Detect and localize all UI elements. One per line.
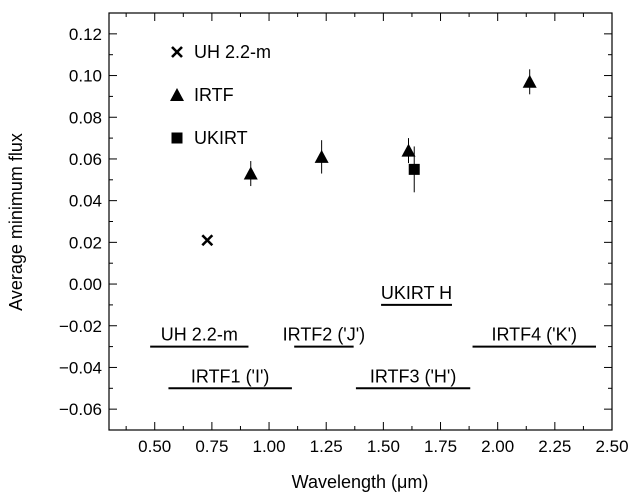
legend: UH 2.2-m IRTF UKIRT bbox=[170, 42, 271, 148]
cross-stroke bbox=[171, 46, 183, 58]
legend-label: IRTF bbox=[194, 85, 234, 105]
cross-stroke bbox=[201, 234, 214, 247]
y-tick-label: 0.00 bbox=[69, 275, 102, 294]
axis-ticks: 0.50 0.75 1.00 1.25 1.50 1.75 2.00 2.25 2.50 −0.0… bbox=[59, 13, 629, 456]
filter-band-label: IRTF4 ('K') bbox=[491, 325, 577, 345]
x-axis-title: Wavelength (μm) bbox=[292, 472, 429, 492]
y-tick-label: 0.12 bbox=[69, 25, 102, 44]
y-tick-label: 0.04 bbox=[69, 192, 102, 211]
y-tick-label: 0.08 bbox=[69, 108, 102, 127]
data-point-triangle bbox=[522, 74, 537, 88]
legend-label: UKIRT bbox=[194, 128, 248, 148]
y-tick-label: 0.02 bbox=[69, 233, 102, 252]
y-tick-label: −0.04 bbox=[59, 358, 102, 377]
y-tick-label: −0.02 bbox=[59, 317, 102, 336]
x-tick-label: 2.00 bbox=[481, 437, 514, 456]
x-tick-label: 0.75 bbox=[195, 437, 228, 456]
y-tick-label: 0.06 bbox=[69, 150, 102, 169]
y-tick-label: 0.10 bbox=[69, 67, 102, 86]
data-point-triangle bbox=[401, 143, 416, 157]
filter-bands: UH 2.2-m IRTF1 ('I') IRTF2 ('J') IRTF3 ('H'… bbox=[150, 283, 596, 390]
y-axis-title: Average minimum flux bbox=[6, 133, 26, 311]
legend-marker-cross bbox=[171, 46, 183, 58]
filter-band-label: UH 2.2-m bbox=[161, 325, 238, 345]
data-point-cross bbox=[201, 234, 214, 247]
filter-band-label: IRTF2 ('J') bbox=[283, 325, 366, 345]
legend-marker-square bbox=[171, 132, 183, 144]
data-point-triangle bbox=[243, 166, 258, 180]
x-tick-label: 1.75 bbox=[424, 437, 457, 456]
data-points bbox=[201, 69, 537, 247]
data-point-square bbox=[408, 163, 420, 175]
filter-band-label: IRTF1 ('I') bbox=[191, 366, 270, 386]
filter-band-label: UKIRT H bbox=[381, 283, 452, 303]
x-tick-label: 1.00 bbox=[252, 437, 285, 456]
legend-marker-triangle bbox=[170, 88, 184, 101]
x-tick-label: 1.25 bbox=[310, 437, 343, 456]
data-point-triangle bbox=[314, 149, 329, 163]
x-tick-label: 2.50 bbox=[595, 437, 628, 456]
filter-band-label: IRTF3 ('H') bbox=[370, 366, 457, 386]
x-tick-label: 1.50 bbox=[367, 437, 400, 456]
legend-label: UH 2.2-m bbox=[194, 42, 271, 62]
x-tick-label: 2.25 bbox=[538, 437, 571, 456]
x-tick-label: 0.50 bbox=[138, 437, 171, 456]
plot-frame bbox=[108, 12, 613, 431]
y-tick-label: −0.06 bbox=[59, 400, 102, 419]
